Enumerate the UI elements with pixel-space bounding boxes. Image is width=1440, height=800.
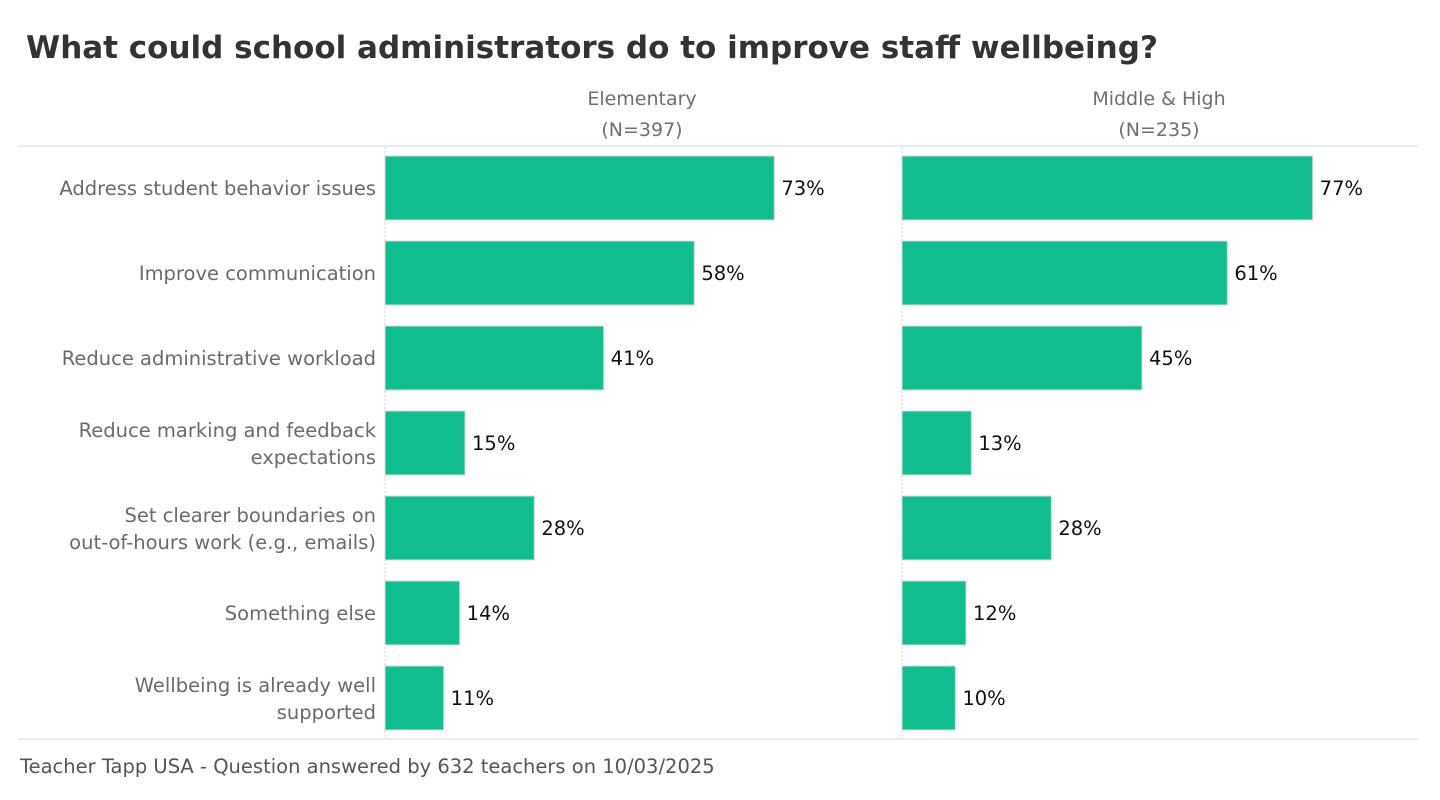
category-label-5: Something else — [225, 602, 376, 625]
panel-title-1: Middle & High — [1092, 88, 1225, 110]
panel-subtitle-0: (N=397) — [601, 119, 682, 141]
category-label-1: Improve communication — [139, 262, 376, 285]
panel-title-0: Elementary — [587, 88, 696, 110]
value-label-0-4: 28% — [541, 517, 584, 540]
value-label-0-3: 15% — [472, 432, 515, 455]
bar-1-2 — [901, 325, 1143, 391]
bar-0-2 — [384, 325, 605, 391]
bar-1-4 — [901, 495, 1052, 561]
chart-footer: Teacher Tapp USA - Question answered by … — [19, 755, 715, 778]
value-label-0-0: 73% — [781, 177, 824, 200]
bar-0-5 — [384, 580, 461, 646]
bar-1-5 — [901, 580, 967, 646]
value-label-0-1: 58% — [701, 262, 744, 285]
category-label-6: Wellbeing is already well supported — [135, 674, 376, 724]
value-label-1-3: 13% — [978, 432, 1021, 455]
value-label-0-5: 14% — [467, 602, 510, 625]
bar-0-4 — [384, 495, 535, 561]
value-label-1-1: 61% — [1234, 262, 1277, 285]
bar-1-0 — [901, 155, 1314, 221]
bar-0-0 — [384, 155, 775, 221]
category-label-2: Reduce administrative workload — [62, 347, 376, 370]
value-label-1-0: 77% — [1320, 177, 1363, 200]
category-label-0: Address student behavior issues — [59, 177, 376, 200]
bar-0-1 — [384, 240, 695, 306]
value-label-1-2: 45% — [1149, 347, 1192, 370]
bar-1-3 — [901, 410, 972, 476]
value-label-1-6: 10% — [962, 687, 1005, 710]
bar-0-6 — [384, 665, 445, 731]
category-label-3: Reduce marking and feedback expectations — [79, 419, 377, 469]
value-label-1-5: 12% — [973, 602, 1016, 625]
bar-1-1 — [901, 240, 1228, 306]
bar-0-3 — [384, 410, 466, 476]
category-label-4: Set clearer boundaries on out-of-hours wo… — [69, 504, 376, 554]
panel-subtitle-1: (N=235) — [1118, 119, 1199, 141]
chart-title: What could school administrators do to i… — [26, 30, 1158, 66]
value-label-0-6: 11% — [451, 687, 494, 710]
value-label-1-4: 28% — [1058, 517, 1101, 540]
bar-1-6 — [901, 665, 956, 731]
value-label-0-2: 41% — [611, 347, 654, 370]
